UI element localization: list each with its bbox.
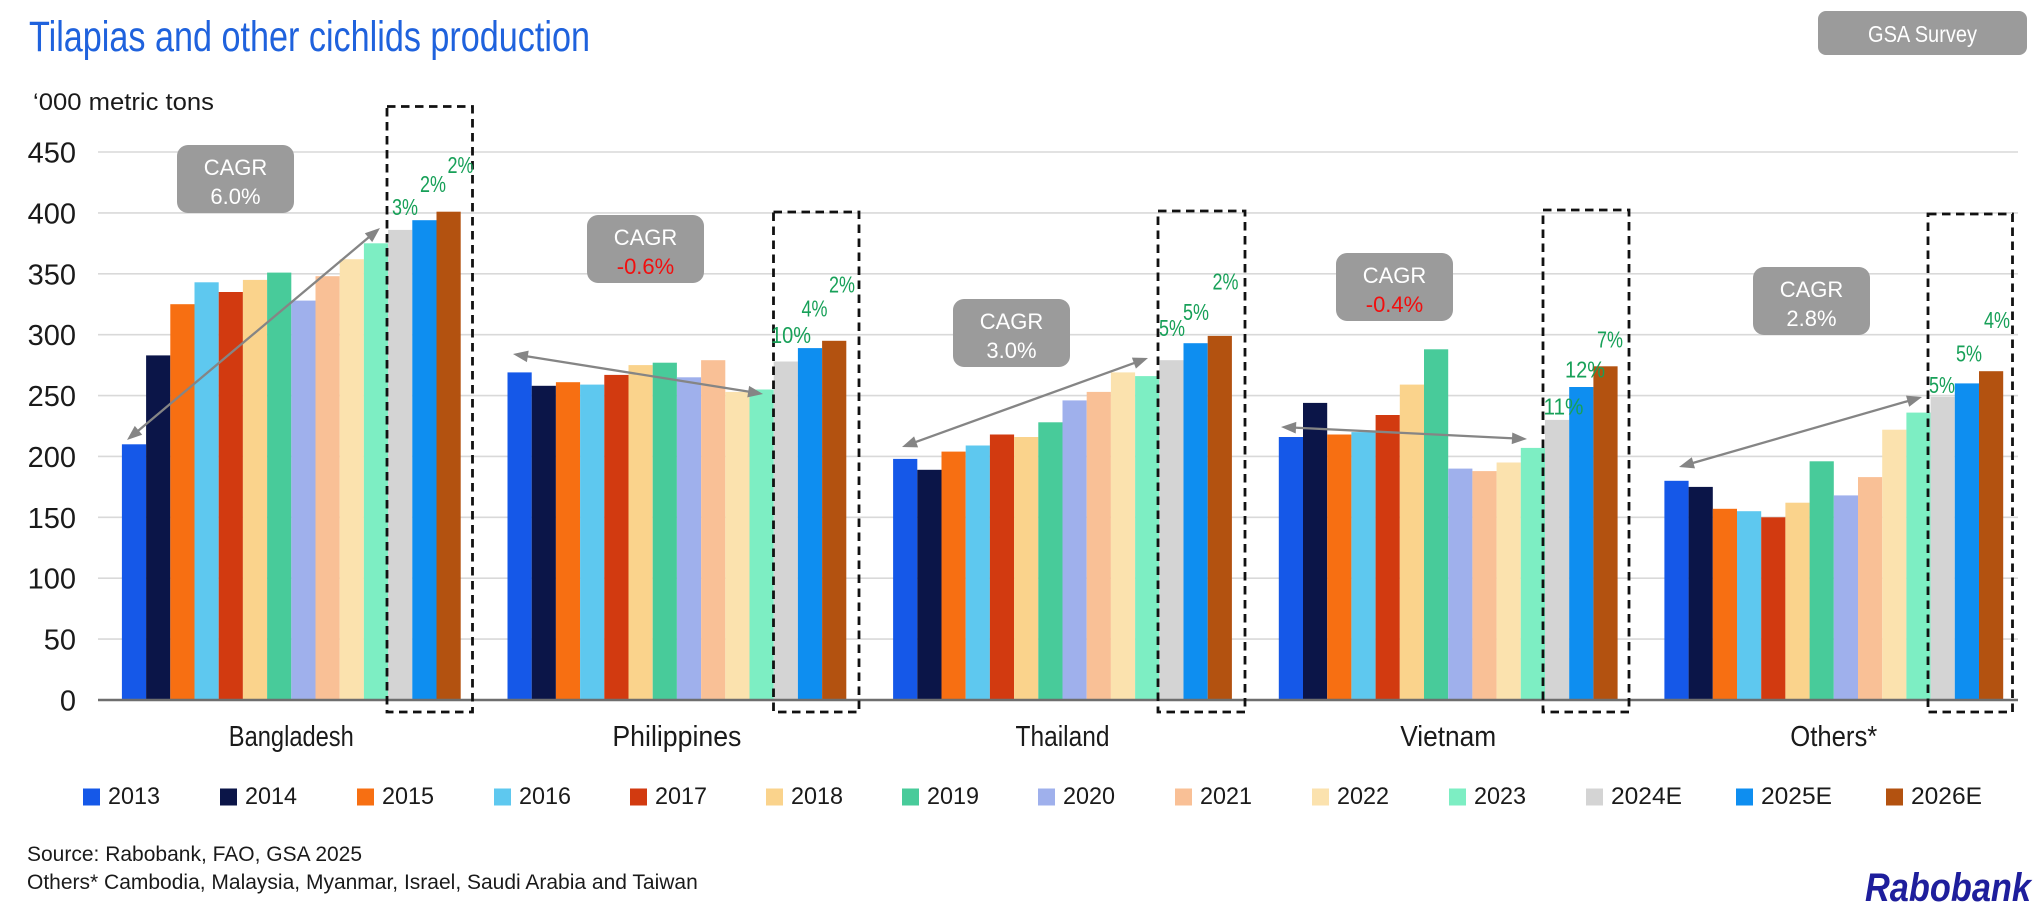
svg-text:2020: 2020 bbox=[1063, 783, 1115, 810]
svg-text:CAGR: CAGR bbox=[1780, 277, 1844, 302]
svg-text:2018: 2018 bbox=[791, 783, 843, 810]
svg-text:7%: 7% bbox=[1597, 327, 1623, 353]
svg-text:2024E: 2024E bbox=[1611, 783, 1682, 810]
svg-text:CAGR: CAGR bbox=[1363, 263, 1427, 288]
svg-text:‘000 metric tons: ‘000 metric tons bbox=[33, 89, 214, 116]
svg-text:2017: 2017 bbox=[655, 783, 707, 810]
svg-text:-0.4%: -0.4% bbox=[1366, 292, 1423, 317]
svg-text:4%: 4% bbox=[802, 296, 828, 322]
svg-text:2023: 2023 bbox=[1474, 783, 1526, 810]
svg-text:5%: 5% bbox=[1183, 299, 1209, 325]
svg-text:4%: 4% bbox=[1984, 307, 2010, 333]
svg-text:6.0%: 6.0% bbox=[210, 184, 260, 209]
svg-text:CAGR: CAGR bbox=[204, 155, 268, 180]
svg-text:2016: 2016 bbox=[519, 783, 571, 810]
svg-text:5%: 5% bbox=[1159, 315, 1185, 341]
svg-text:300: 300 bbox=[28, 320, 76, 352]
svg-text:CAGR: CAGR bbox=[614, 225, 678, 250]
svg-text:-0.6%: -0.6% bbox=[617, 254, 674, 279]
svg-text:Vietnam: Vietnam bbox=[1400, 721, 1496, 753]
svg-text:3%: 3% bbox=[392, 194, 418, 220]
svg-text:Others*: Others* bbox=[1790, 721, 1877, 753]
svg-text:CAGR: CAGR bbox=[980, 309, 1044, 334]
svg-text:5%: 5% bbox=[1929, 372, 1955, 398]
svg-text:Others* Cambodia, Malaysia, My: Others* Cambodia, Malaysia, Myanmar, Isr… bbox=[27, 871, 698, 894]
svg-text:2%: 2% bbox=[1213, 269, 1239, 295]
svg-text:2%: 2% bbox=[420, 171, 446, 197]
svg-text:400: 400 bbox=[28, 198, 76, 230]
svg-text:Thailand: Thailand bbox=[1016, 721, 1110, 753]
svg-text:Bangladesh: Bangladesh bbox=[229, 721, 354, 753]
svg-text:2015: 2015 bbox=[382, 783, 434, 810]
svg-text:3.0%: 3.0% bbox=[986, 338, 1036, 363]
svg-text:2025E: 2025E bbox=[1761, 783, 1832, 810]
svg-text:250: 250 bbox=[28, 381, 76, 413]
svg-text:2026E: 2026E bbox=[1911, 783, 1982, 810]
svg-text:50: 50 bbox=[44, 625, 76, 657]
svg-text:2019: 2019 bbox=[927, 783, 979, 810]
svg-text:350: 350 bbox=[28, 259, 76, 291]
svg-text:2013: 2013 bbox=[108, 783, 160, 810]
svg-text:2.8%: 2.8% bbox=[1786, 306, 1836, 331]
svg-text:2%: 2% bbox=[829, 272, 855, 298]
svg-text:Source: Rabobank, FAO, GSA 202: Source: Rabobank, FAO, GSA 2025 bbox=[27, 843, 362, 866]
svg-text:5%: 5% bbox=[1956, 341, 1982, 367]
svg-text:Philippines: Philippines bbox=[612, 721, 741, 753]
svg-text:12%: 12% bbox=[1565, 357, 1605, 383]
svg-text:100: 100 bbox=[28, 564, 76, 596]
svg-text:2014: 2014 bbox=[245, 783, 297, 810]
svg-text:11%: 11% bbox=[1544, 394, 1584, 420]
svg-text:0: 0 bbox=[60, 686, 76, 718]
svg-text:Tilapias and other cichlids pr: Tilapias and other cichlids production bbox=[29, 13, 590, 61]
svg-text:450: 450 bbox=[28, 138, 76, 170]
svg-text:GSA Survey: GSA Survey bbox=[1868, 21, 1977, 47]
svg-text:2022: 2022 bbox=[1337, 783, 1389, 810]
svg-text:2021: 2021 bbox=[1200, 783, 1252, 810]
svg-text:150: 150 bbox=[28, 503, 76, 535]
svg-text:10%: 10% bbox=[771, 322, 811, 348]
svg-text:2%: 2% bbox=[448, 152, 474, 178]
svg-text:200: 200 bbox=[28, 442, 76, 474]
svg-text:Rabobank: Rabobank bbox=[1865, 866, 2033, 910]
